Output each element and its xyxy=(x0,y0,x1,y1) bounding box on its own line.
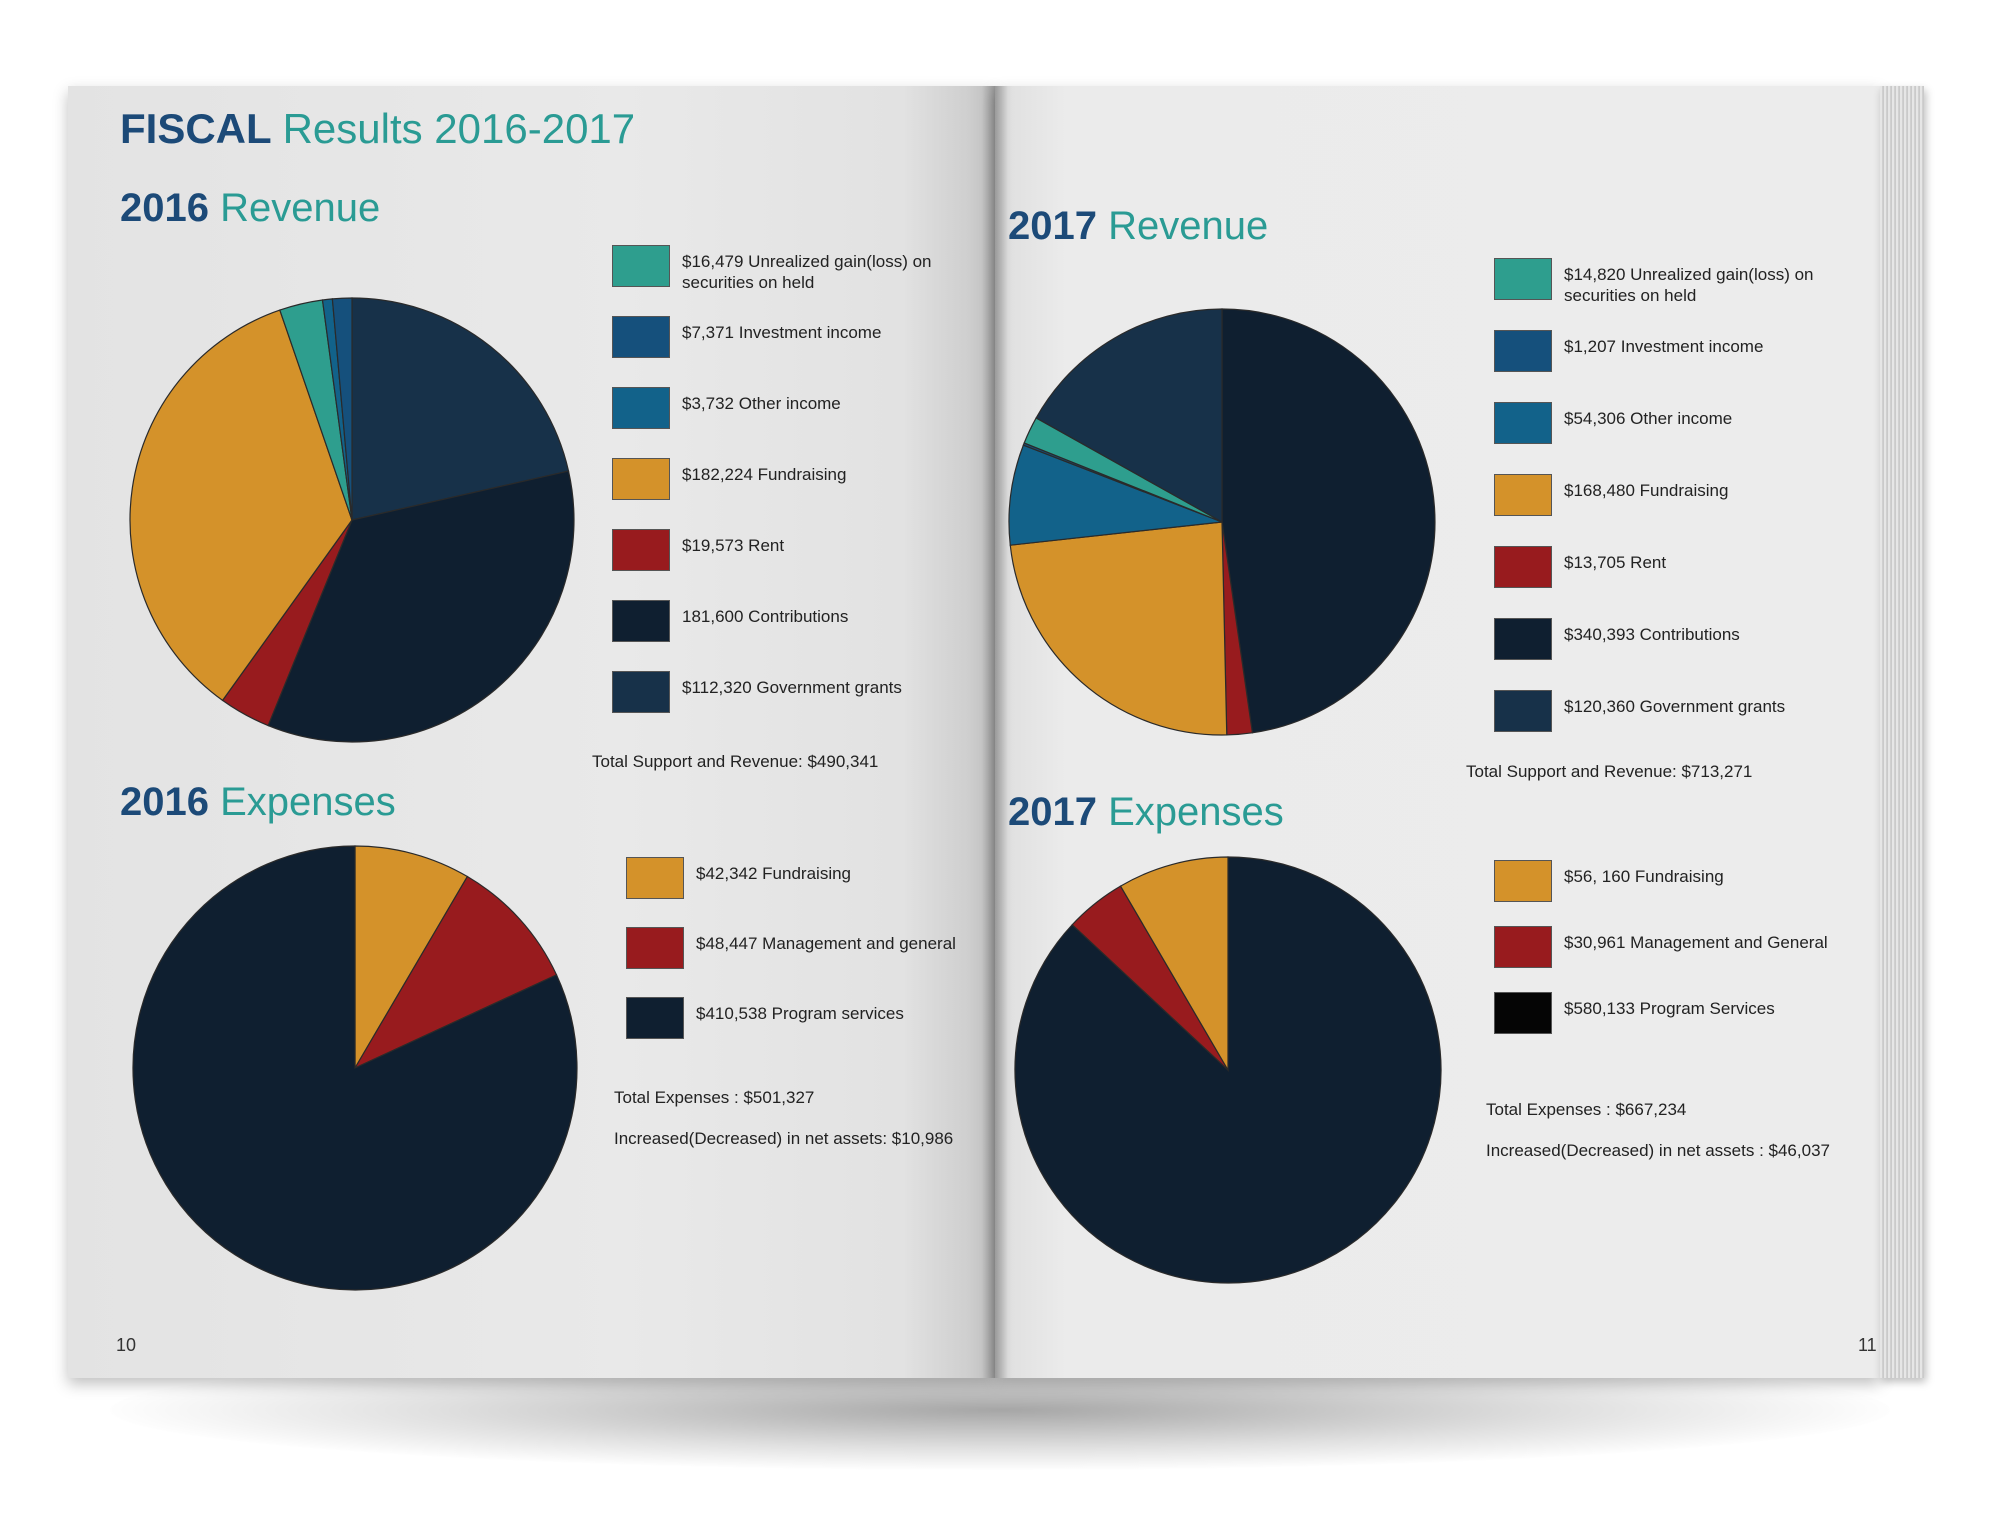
page-title-bold: FISCAL xyxy=(120,105,271,152)
total-exp2017: Total Expenses : $667,234 xyxy=(1486,1100,1687,1119)
chart-title-year: 2016 xyxy=(120,186,209,230)
page-title-rest: Results 2016-2017 xyxy=(282,105,636,152)
chart-title-exp2016: 2016 Expenses xyxy=(120,782,396,822)
legend-label: 181,600 Contributions xyxy=(682,607,849,626)
chart-title-rev2017: 2017 Revenue xyxy=(1008,206,1268,246)
legend-item: $340,393 Contributions xyxy=(1494,618,1854,660)
book-spine xyxy=(982,86,1008,1378)
legend-label: $120,360 Government grants xyxy=(1564,697,1786,716)
legend-item: $16,479 Unrealized gain(loss) on securit… xyxy=(612,245,972,293)
legend-swatch xyxy=(612,387,670,429)
legend-swatch xyxy=(626,857,684,899)
legend-label: $580,133 Program Services xyxy=(1564,999,1775,1018)
page-edges xyxy=(1880,86,1924,1378)
legend-item: $1,207 Investment income xyxy=(1494,330,1854,372)
chart-title-label: Revenue xyxy=(220,186,381,230)
net-assets-2017: Increased(Decreased) in net assets : $46… xyxy=(1486,1141,1830,1160)
legend-item: $168,480 Fundraising xyxy=(1494,474,1854,516)
legend-swatch xyxy=(1494,690,1552,732)
legend-swatch xyxy=(1494,926,1552,968)
legend-swatch xyxy=(1494,618,1552,660)
legend-item: $56, 160 Fundraising xyxy=(1494,860,1854,902)
legend-swatch xyxy=(626,997,684,1039)
legend-swatch xyxy=(612,600,670,642)
legend-swatch xyxy=(1494,546,1552,588)
total-exp2016: Total Expenses : $501,327 xyxy=(614,1088,815,1107)
legend-swatch xyxy=(612,245,670,287)
legend-swatch xyxy=(612,316,670,358)
legend-item: $120,360 Government grants xyxy=(1494,690,1854,732)
legend-item: 181,600 Contributions xyxy=(612,600,972,642)
legend-label: $7,371 Investment income xyxy=(682,323,882,342)
page-title: FISCAL Results 2016-2017 xyxy=(120,108,635,150)
net-assets-2016: Increased(Decreased) in net assets: $10,… xyxy=(614,1129,954,1148)
legend-item: $13,705 Rent xyxy=(1494,546,1854,588)
legend-item: $14,820 Unrealized gain(loss) on securit… xyxy=(1494,258,1854,306)
legend-swatch xyxy=(1494,860,1552,902)
total-rev2016: Total Support and Revenue: $490,341 xyxy=(592,752,879,771)
legend-swatch xyxy=(1494,402,1552,444)
legend-label: $42,342 Fundraising xyxy=(696,864,852,883)
page-number-left: 10 xyxy=(116,1335,137,1355)
legend-label: $112,320 Government grants xyxy=(682,678,902,697)
legend-item: $580,133 Program Services xyxy=(1494,992,1854,1034)
legend-label: $13,705 Rent xyxy=(1564,553,1667,572)
legend-label: $30,961 Management and General xyxy=(1564,933,1828,952)
chart-title-year: 2016 xyxy=(120,780,209,824)
legend-swatch xyxy=(626,927,684,969)
legend-label: $16,479 Unrealized gain(loss) on securit… xyxy=(682,252,932,292)
chart-title-year: 2017 xyxy=(1008,204,1097,248)
page-number-right: 11 xyxy=(1858,1335,1877,1355)
legend-swatch xyxy=(612,529,670,571)
legend-label: $3,732 Other income xyxy=(682,394,841,413)
legend-label: $1,207 Investment income xyxy=(1564,337,1764,356)
legend-item: $54,306 Other income xyxy=(1494,402,1854,444)
legend-swatch xyxy=(1494,258,1552,300)
chart-title-label: Expenses xyxy=(1108,790,1284,834)
legend-item: $410,538 Program services xyxy=(626,997,986,1039)
legend-label: $48,447 Management and general xyxy=(696,934,956,953)
legend-label: $168,480 Fundraising xyxy=(1564,481,1729,500)
legend-label: $410,538 Program services xyxy=(696,1004,904,1023)
legend-swatch xyxy=(612,671,670,713)
chart-title-label: Expenses xyxy=(220,780,396,824)
chart-title-rev2016: 2016 Revenue xyxy=(120,188,380,228)
chart-title-label: Revenue xyxy=(1108,204,1269,248)
legend-swatch xyxy=(1494,330,1552,372)
legend-swatch xyxy=(1494,992,1552,1034)
legend-label: $340,393 Contributions xyxy=(1564,625,1740,644)
legend-label: $14,820 Unrealized gain(loss) on securit… xyxy=(1564,265,1814,305)
legend-item: $3,732 Other income xyxy=(612,387,972,429)
chart-title-year: 2017 xyxy=(1008,790,1097,834)
legend-swatch xyxy=(612,458,670,500)
chart-title-exp2017: 2017 Expenses xyxy=(1008,792,1284,832)
legend-item: $42,342 Fundraising xyxy=(626,857,986,899)
legend-item: $30,961 Management and General xyxy=(1494,926,1854,968)
total-rev2017: Total Support and Revenue: $713,271 xyxy=(1466,762,1753,781)
legend-label: $54,306 Other income xyxy=(1564,409,1733,428)
legend-label: $56, 160 Fundraising xyxy=(1564,867,1724,886)
legend-item: $19,573 Rent xyxy=(612,529,972,571)
legend-swatch xyxy=(1494,474,1552,516)
legend-label: $182,224 Fundraising xyxy=(682,465,847,484)
legend-item: $48,447 Management and general xyxy=(626,927,986,969)
legend-item: $182,224 Fundraising xyxy=(612,458,972,500)
legend-item: $112,320 Government grants xyxy=(612,671,972,713)
legend-label: $19,573 Rent xyxy=(682,536,785,555)
legend-item: $7,371 Investment income xyxy=(612,316,972,358)
